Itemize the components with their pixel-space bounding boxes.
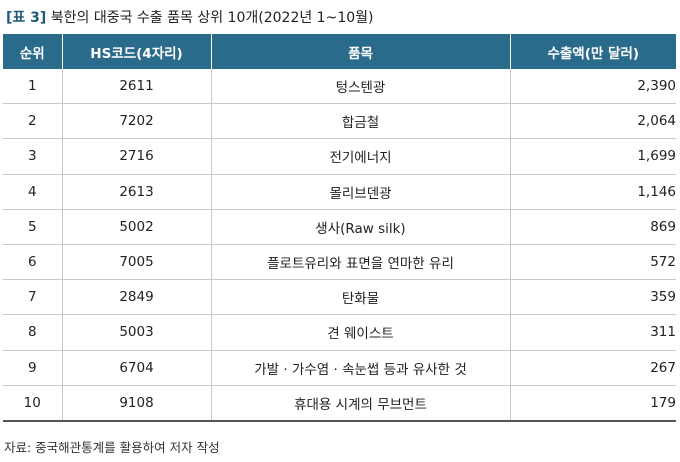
item-cell: 합금철 [210,103,510,140]
value-cell: 572 [509,244,676,281]
hs-code-cell: 7202 [61,103,211,140]
table-row: 1 2611 텅스텐광 2,390 [3,69,676,105]
table-number: [표 3] [6,10,47,26]
table-row: 2 7202 합금철 2,064 [3,103,676,140]
hs-code-cell: 2849 [61,279,211,316]
hs-code-cell: 6704 [61,350,211,386]
rank-cell: 1 [3,69,62,105]
table-row: 9 6704 가발 · 가수염 · 속눈썹 등과 유사한 것 267 [3,350,676,386]
item-cell: 생사(Raw silk) [210,209,510,245]
hs-code-cell: 2611 [61,69,211,105]
hs-code-cell: 5003 [61,314,211,351]
hs-code-cell: 2613 [61,174,211,210]
value-cell: 1,699 [509,138,676,175]
rank-cell: 3 [3,138,62,175]
value-cell: 311 [509,314,676,351]
hs-code-cell: 5002 [61,209,211,245]
item-cell: 탄화물 [210,279,510,316]
header-export-value: 수출액(만 달러) [509,34,676,69]
value-cell: 1,146 [509,174,676,210]
value-cell: 2,390 [509,69,676,105]
table-row: 8 5003 견 웨이스트 311 [3,314,676,351]
table-row: 4 2613 몰리브덴광 1,146 [3,174,676,210]
table-row: 10 9108 휴대용 시계의 무브먼트 179 [3,385,676,422]
item-cell: 가발 · 가수염 · 속눈썹 등과 유사한 것 [210,350,510,386]
value-cell: 359 [509,279,676,316]
rank-cell: 8 [3,314,62,351]
source-note: 자료: 중국해관통계를 활용하여 저자 작성 [4,440,220,455]
rank-cell: 7 [3,279,62,316]
hs-code-cell: 9108 [61,385,211,422]
rank-cell: 9 [3,350,62,386]
rank-cell: 4 [3,174,62,210]
item-cell: 플로트유리와 표면을 연마한 유리 [210,244,510,281]
rank-cell: 5 [3,209,62,245]
hs-code-cell: 2716 [61,138,211,175]
value-cell: 869 [509,209,676,245]
item-cell: 텅스텐광 [210,69,510,105]
header-row: 순위 HS코드(4자리) 품목 수출액(만 달러) [3,34,676,69]
table-title: [표 3] 북한의 대중국 수출 품목 상위 10개(2022년 1~10월) [6,7,373,27]
value-cell: 267 [509,350,676,386]
rank-cell: 2 [3,103,62,140]
table-row: 7 2849 탄화물 359 [3,279,676,316]
rank-cell: 10 [3,385,62,422]
value-cell: 179 [509,385,676,422]
header-rank: 순위 [3,34,63,69]
item-cell: 전기에너지 [210,138,510,175]
value-cell: 2,064 [509,103,676,140]
header-hs-code: HS코드(4자리) [61,34,212,69]
export-table: 순위 HS코드(4자리) 품목 수출액(만 달러) 1 2611 텅스텐광 2,… [3,34,676,422]
item-cell: 견 웨이스트 [210,314,510,351]
table-row: 5 5002 생사(Raw silk) 869 [3,209,676,245]
item-cell: 휴대용 시계의 무브먼트 [210,385,510,422]
table-row: 6 7005 플로트유리와 표면을 연마한 유리 572 [3,244,676,281]
table-title-text: 북한의 대중국 수출 품목 상위 10개(2022년 1~10월) [50,10,374,26]
rank-cell: 6 [3,244,62,281]
item-cell: 몰리브덴광 [210,174,510,210]
hs-code-cell: 7005 [61,244,211,281]
table-row: 3 2716 전기에너지 1,699 [3,138,676,175]
header-item: 품목 [210,34,511,69]
